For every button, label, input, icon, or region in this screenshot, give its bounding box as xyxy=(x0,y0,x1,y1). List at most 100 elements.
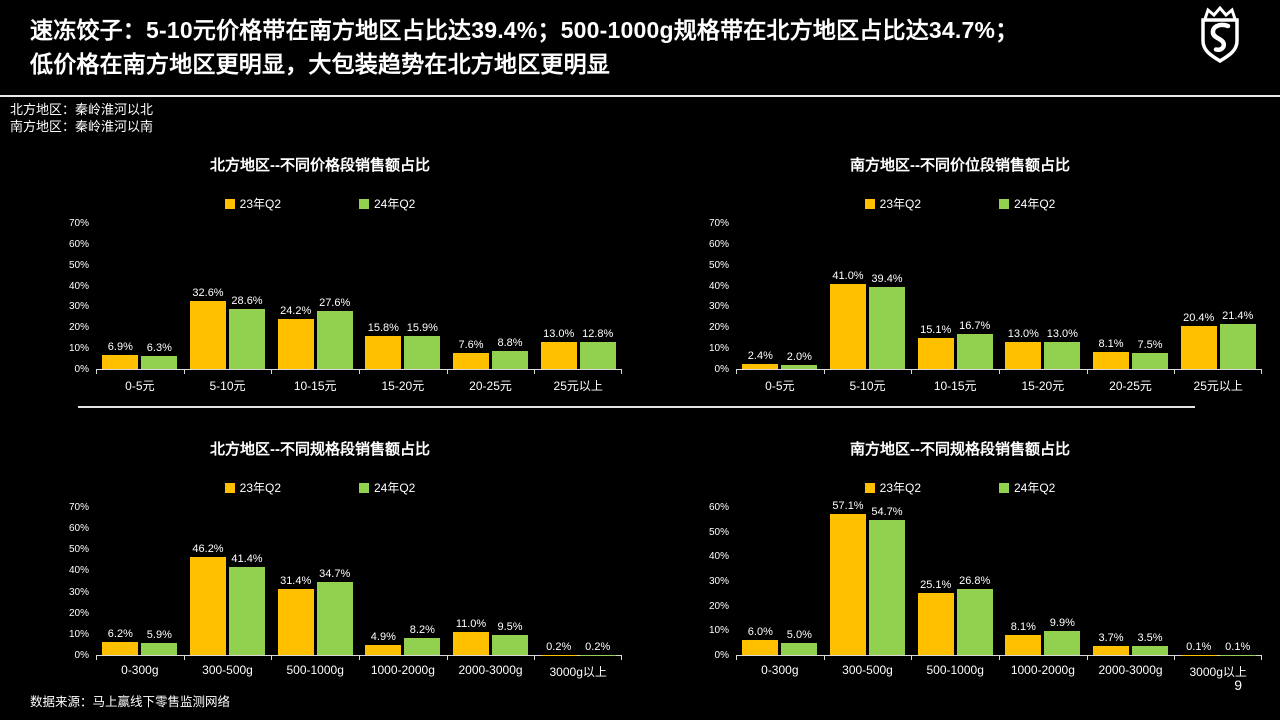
legend-label: 23年Q2 xyxy=(879,197,921,211)
bar-value-label: 13.0% xyxy=(543,327,575,340)
plot-row: 0% 10% 20% 30% 40% 50% 60% 70% 6.9% 6.3% 32.6% 28.… xyxy=(62,218,622,375)
x-category-label: 15-20元 xyxy=(1021,379,1065,393)
category-group: 15.1% 16.7% xyxy=(911,320,999,369)
bar-23q2: 3.7% xyxy=(1093,632,1130,655)
bar-value-label: 46.2% xyxy=(192,543,224,556)
y-tick-label: 50% xyxy=(68,544,89,556)
bar-value-label: 21.4% xyxy=(1222,310,1254,323)
bar-value-label: 31.4% xyxy=(280,574,312,587)
bar-23q2: 8.1% xyxy=(1005,621,1042,655)
y-tick-label: 30% xyxy=(68,301,89,313)
legend-swatch-23q2 xyxy=(224,482,235,493)
category-group: 6.9% 6.3% xyxy=(96,341,184,369)
bar-value-label: 3.5% xyxy=(1137,632,1163,645)
page-title-line2: 低价格在南方地区更明显，大包装趋势在北方地区更明显 xyxy=(30,51,610,77)
bar-value-label: 2.0% xyxy=(786,350,812,363)
x-category-label: 20-25元 xyxy=(1109,379,1152,393)
bar-24q2: 27.6% xyxy=(316,297,353,369)
chart-title: 北方地区--不同价格段销售额占比 xyxy=(210,157,430,174)
x-axis-tick xyxy=(446,656,448,660)
bar-value-label: 5.0% xyxy=(786,628,812,641)
bar-24q2: 3.5% xyxy=(1132,632,1169,655)
legend-label: 24年Q2 xyxy=(1014,481,1056,495)
chart-south-price: 南方地区--不同价位段销售额占比 23年Q2 24年Q2 0% 10% 20% 30%… xyxy=(640,140,1280,394)
page-title: 速冻饺子：5-10元价格带在南方地区占比达39.4%；500-1000g规格带在… xyxy=(30,13,1190,81)
y-axis: 0% 10% 20% 30% 40% 50% 60% xyxy=(702,502,736,661)
bar-value-label: 6.9% xyxy=(107,340,133,353)
page-title-line1: 速冻饺子：5-10元价格带在南方地区占比达39.4%；500-1000g规格带在… xyxy=(30,17,1019,43)
legend-entry-24q2: 24年Q2 xyxy=(359,195,415,212)
y-tick-label: 60% xyxy=(708,502,729,513)
bar-value-label: 8.1% xyxy=(1098,338,1124,351)
x-category-label: 300-500g xyxy=(842,663,893,677)
bar-value-label: 57.1% xyxy=(832,500,864,513)
y-tick-label: 30% xyxy=(708,576,729,587)
x-axis-labels: 0-300g 300-500g 500-1000g 1000-2000g 2000-30… xyxy=(736,663,1262,680)
bar-value-label: 8.1% xyxy=(1010,621,1036,634)
chart-title: 南方地区--不同规格段销售额占比 xyxy=(850,441,1070,458)
x-axis-tick xyxy=(999,656,1000,660)
x-category-label: 5-10元 xyxy=(849,379,886,393)
x-category-label: 1000-2000g xyxy=(370,663,435,677)
bar-24q2: 41.4% xyxy=(229,553,265,655)
x-axis-tick xyxy=(96,370,97,374)
x-category-label: 25元以上 xyxy=(1193,379,1243,393)
legend-entry-23q2: 23年Q2 xyxy=(864,195,921,212)
y-tick-label: 0% xyxy=(74,650,89,661)
chart-legend: 23年Q2 24年Q2 xyxy=(0,195,640,212)
bar-value-label: 0.1% xyxy=(1225,640,1251,653)
y-axis: 0% 10% 20% 30% 40% 50% 60% 70% xyxy=(62,218,96,375)
x-axis-tick xyxy=(999,370,1000,374)
bar-23q2: 8.1% xyxy=(1093,338,1130,369)
bar-value-label: 5.9% xyxy=(146,628,172,641)
category-group: 31.4% 34.7% xyxy=(271,568,359,655)
bar-23q2: 24.2% xyxy=(277,305,314,369)
bar-24q2: 8.2% xyxy=(404,624,441,655)
category-group: 0.1% 0.1% xyxy=(1174,641,1262,655)
bar-24q2: 21.4% xyxy=(1219,310,1256,369)
y-tick-label: 40% xyxy=(68,565,89,577)
x-category-label: 10-15元 xyxy=(933,379,977,393)
legend-entry-24q2: 24年Q2 xyxy=(999,479,1055,496)
chart-south-size: 南方地区--不同规格段销售额占比 23年Q2 24年Q2 0% 10% 20% 30%… xyxy=(640,424,1280,680)
legend-label: 24年Q2 xyxy=(1014,197,1056,211)
category-group: 8.1% 9.9% xyxy=(999,617,1087,655)
x-axis-tick xyxy=(359,370,360,374)
x-axis-labels: 0-5元 5-10元 10-15元 15-20元 20-25元 25元以上 xyxy=(96,377,622,394)
bar-23q2: 6.9% xyxy=(102,341,139,369)
bar-23q2: 15.1% xyxy=(917,324,954,369)
charts-row-top: 北方地区--不同价格段销售额占比 23年Q2 24年Q2 0% 10% 20% 30%… xyxy=(0,140,1280,394)
crown-shield-logo-icon xyxy=(1201,5,1239,64)
x-axis-tick xyxy=(823,656,825,660)
y-tick-label: 70% xyxy=(68,218,89,229)
legend-swatch-23q2 xyxy=(864,482,875,493)
bar-24q2: 15.9% xyxy=(404,322,441,369)
plot-row: 0% 10% 20% 30% 40% 50% 60% 70% 6.2% 5.9% 46.2% 41.… xyxy=(62,502,622,661)
bar-value-label: 20.4% xyxy=(1183,312,1215,325)
legend-swatch-24q2 xyxy=(999,482,1009,493)
x-category-label: 25元以上 xyxy=(553,379,603,393)
category-group: 6.0% 5.0% xyxy=(736,626,824,655)
category-group: 41.0% 39.4% xyxy=(824,270,912,369)
legend-label: 23年Q2 xyxy=(239,197,281,211)
y-tick-label: 50% xyxy=(708,526,729,538)
bar-23q2: 25.1% xyxy=(917,579,954,655)
bar-value-label: 7.5% xyxy=(1137,339,1163,352)
bar-23q2: 11.0% xyxy=(453,618,490,655)
legend-entry-23q2: 23年Q2 xyxy=(224,195,281,212)
bar-value-label: 8.2% xyxy=(409,623,435,636)
bar-value-label: 6.3% xyxy=(146,341,172,354)
x-axis-tick xyxy=(823,370,825,374)
legend-label: 23年Q2 xyxy=(879,481,921,495)
x-category-label: 3000g以上 xyxy=(549,665,607,679)
bar-value-label: 54.7% xyxy=(871,506,903,519)
bar-23q2: 0.2% xyxy=(540,641,577,655)
x-category-label: 2000-3000g xyxy=(458,663,523,677)
bar-24q2: 16.7% xyxy=(956,320,993,369)
x-axis-tick xyxy=(1086,656,1088,660)
y-tick-label: 10% xyxy=(68,628,89,640)
y-tick-label: 50% xyxy=(708,259,729,271)
y-tick-label: 0% xyxy=(714,364,729,375)
bar-value-label: 15.1% xyxy=(920,323,952,336)
bar-23q2: 32.6% xyxy=(190,287,226,369)
